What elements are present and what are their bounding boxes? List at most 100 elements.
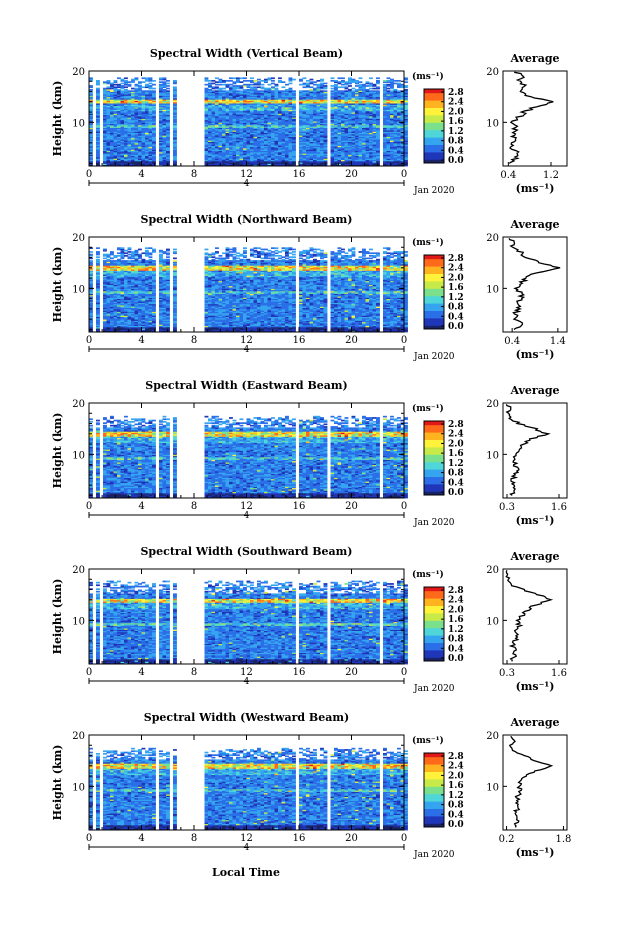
heatmap-cell (152, 90, 156, 92)
heatmap-cell (114, 84, 118, 86)
heatmap-cell (338, 77, 342, 79)
heatmap-cell (268, 77, 272, 79)
heatmap-cell (299, 79, 303, 81)
heatmap-cell (226, 90, 230, 92)
heatmap-cell (306, 83, 310, 85)
heatmap-cell (135, 77, 139, 79)
heatmap-cell (355, 89, 359, 91)
heatmap-cells (89, 77, 408, 166)
heatmap-cell (128, 81, 132, 83)
heatmap-cell (250, 86, 254, 88)
heatmap-cell (387, 84, 391, 86)
heatmap-cell (268, 88, 272, 90)
y-tick-label: 10 (72, 118, 85, 129)
heatmap-cell (310, 79, 314, 81)
heatmap-cell (299, 90, 303, 92)
colorbar-tick-label: 1.6 (448, 117, 464, 127)
heatmap-cell (289, 83, 293, 85)
heatmap-cell (345, 90, 349, 92)
heatmap-cell (289, 77, 293, 79)
heatmap-cell (229, 84, 233, 86)
heatmap-cell (124, 77, 128, 79)
heatmap-cell (394, 83, 398, 85)
heatmap-cell (236, 90, 240, 92)
heatmap-cell (338, 86, 342, 88)
heatmap-cell (292, 79, 296, 81)
heatmap-cell (397, 83, 401, 85)
heatmap-cell (271, 83, 275, 85)
heatmap-cell (341, 90, 345, 92)
heatmap-cell (89, 77, 93, 79)
heatmap-cell (310, 86, 314, 88)
heatmap-cell (292, 90, 296, 92)
heatmap-cell (240, 90, 244, 92)
heatmap-cell (303, 77, 307, 79)
heatmap-cell (149, 85, 153, 87)
date-axis-day: 4 (244, 179, 250, 189)
heatmap-cell (317, 84, 321, 86)
heatmap-cell (219, 79, 223, 81)
heatmap-cell (345, 86, 349, 88)
heatmap-cell (299, 84, 303, 86)
heatmap-cell (359, 77, 363, 79)
heatmap-cell (271, 90, 275, 92)
heatmap-cell (369, 88, 373, 90)
heatmap-cell (107, 86, 111, 88)
date-label: Jan 2020 (413, 186, 455, 196)
heatmap-cell (159, 84, 163, 86)
heatmap-cell (345, 81, 349, 83)
heatmap-cell (348, 85, 352, 87)
heatmap-cell (117, 84, 121, 86)
heatmap-cell (271, 77, 275, 79)
heatmap-cell (331, 85, 335, 87)
heatmap-cell (250, 84, 254, 86)
y-tick-label: 20 (72, 67, 85, 78)
heatmap-cell (394, 89, 398, 91)
heatmap-cell (233, 85, 237, 87)
heatmap-cell (103, 88, 107, 90)
heatmap-cell (124, 86, 128, 88)
heatmap-cell (303, 86, 307, 88)
panel-1: Spectral Width (Vertical Beam)1020Height… (51, 47, 567, 196)
heatmap-cell (89, 85, 93, 87)
heatmap-cell (205, 77, 209, 79)
heatmap-cell (320, 90, 324, 92)
heatmap-cell (404, 81, 408, 83)
heatmap-cell (215, 90, 219, 92)
heatmap-cell (229, 80, 233, 82)
heatmap-cell (352, 90, 356, 92)
heatmap-cell (107, 80, 111, 82)
heatmap-cell (324, 83, 328, 85)
heatmap-cell (285, 84, 289, 86)
heatmap-cell (163, 77, 167, 79)
heatmap-cell (142, 77, 146, 79)
heatmap-cell (145, 77, 149, 79)
heatmap-cell (376, 80, 380, 82)
y-axis-label: Height (km) (51, 81, 64, 157)
heatmap-cell (208, 80, 212, 82)
x-tick-label: 4 (138, 169, 144, 180)
heatmap-cell (376, 90, 380, 92)
heatmap-cell (250, 77, 254, 79)
heatmap-cell (369, 83, 373, 85)
heatmap-cell (285, 89, 289, 91)
heatmap-cell (254, 80, 258, 82)
heatmap-cell (390, 90, 394, 92)
heatmap-cell (355, 85, 359, 87)
heatmap-cell (205, 84, 209, 86)
colorbar-units: (ms⁻¹) (412, 71, 444, 82)
heatmap-cell (135, 84, 139, 86)
heatmap-cell (341, 84, 345, 86)
heatmap-cell (404, 85, 408, 87)
heatmap-cell (324, 90, 328, 92)
heatmap-cell (142, 90, 146, 92)
heatmap-cell (366, 81, 370, 83)
x-tick-label: 8 (191, 169, 197, 180)
heatmap-cell (303, 83, 307, 85)
heatmap-cell (359, 81, 363, 83)
heatmap-cell (387, 90, 391, 92)
heatmap-cell (275, 84, 279, 86)
heatmap-cell (240, 77, 244, 79)
heatmap-cell (320, 83, 324, 85)
heatmap-cell (264, 79, 268, 81)
